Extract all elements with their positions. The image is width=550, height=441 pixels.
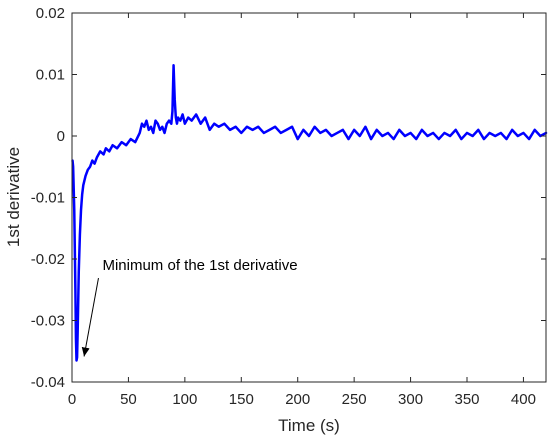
x-tick-label: 100 — [172, 391, 197, 408]
annotation-text: Minimum of the 1st derivative — [102, 257, 297, 274]
y-tick-label: -0.03 — [31, 313, 65, 330]
y-tick-label: 0.01 — [36, 67, 65, 84]
x-tick-label: 400 — [511, 391, 536, 408]
y-tick-label: 0.02 — [36, 5, 65, 22]
y-tick-label: -0.02 — [31, 251, 65, 268]
series-layer — [71, 64, 548, 362]
x-tick-label: 200 — [285, 391, 310, 408]
x-tick-label: 0 — [68, 391, 76, 408]
x-axis-title: Time (s) — [278, 416, 340, 435]
ticks-layer — [71, 12, 546, 383]
x-tick-label: 350 — [454, 391, 479, 408]
x-tick-label: 300 — [398, 391, 423, 408]
x-tick-label: 50 — [120, 391, 137, 408]
annotation-layer: Minimum of the 1st derivative — [81, 257, 298, 357]
series-line — [71, 64, 548, 362]
y-tick-label: 0 — [57, 128, 65, 145]
plot-background — [72, 13, 546, 382]
y-tick-label: -0.04 — [31, 374, 65, 391]
annotation-arrow — [81, 277, 99, 357]
plot-frame — [71, 12, 547, 383]
y-axis-title: 1st derivative — [4, 147, 23, 247]
y-tick-label: -0.01 — [31, 190, 65, 207]
x-tick-label: 250 — [342, 391, 367, 408]
x-tick-label: 150 — [229, 391, 254, 408]
tick-labels-layer: 0 50 100 150 200 250 300 350 400 -0.04 -0.03 -0.02 -… — [31, 5, 536, 408]
